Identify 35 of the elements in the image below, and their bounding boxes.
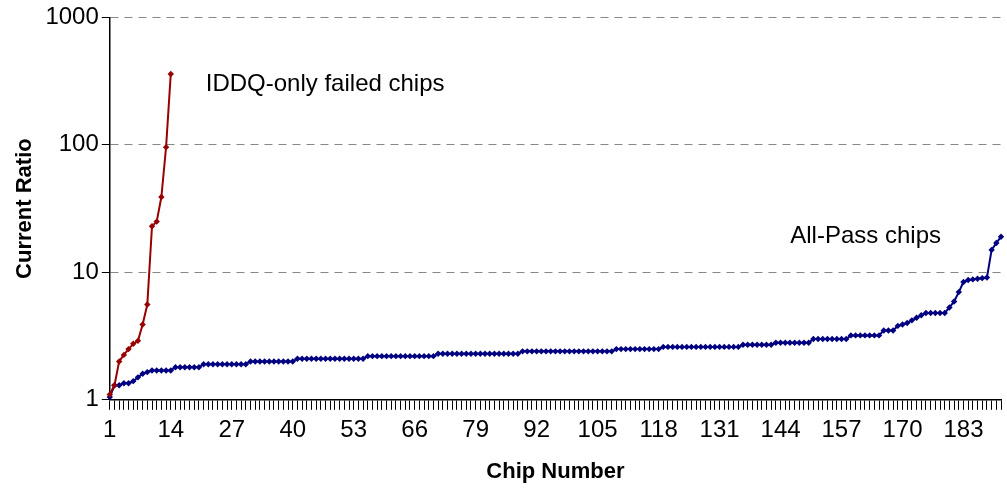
x-axis-title: Chip Number: [486, 457, 625, 483]
x-tick-label: 53: [340, 414, 368, 442]
x-tick-label: 118: [639, 414, 678, 442]
point: [153, 218, 160, 225]
point: [144, 301, 151, 308]
x-tick-label: 40: [279, 414, 307, 442]
point: [162, 143, 170, 151]
point: [130, 340, 137, 347]
point: [134, 337, 142, 345]
x-tick-label: 27: [218, 414, 246, 442]
point: [120, 351, 128, 359]
y-tick-label: 10: [72, 256, 99, 284]
point: [125, 345, 132, 353]
x-tick-label: 170: [882, 414, 923, 442]
y-tick-label: 1000: [45, 2, 99, 30]
series-label: IDDQ-only failed chips: [205, 68, 445, 96]
series-label: All-Pass chips: [790, 221, 941, 249]
point: [158, 193, 165, 201]
y-axis-title: Current Ratio: [11, 138, 37, 279]
x-tick-label: 66: [401, 414, 429, 442]
x-tick-label: 144: [760, 414, 801, 442]
y-tick-label: 100: [58, 129, 99, 157]
point: [148, 223, 156, 230]
x-tick-label: 131: [699, 414, 740, 442]
x-tick-label: 105: [577, 414, 618, 442]
point: [139, 321, 146, 328]
x-tick-label: 1: [103, 414, 117, 442]
x-tick-label: 157: [821, 414, 862, 442]
x-tick-label: 183: [943, 414, 984, 442]
point: [167, 70, 174, 78]
y-tick-label: 1: [85, 384, 99, 412]
x-tick-label: 79: [462, 414, 490, 442]
x-tick-label: 14: [157, 414, 185, 442]
point: [115, 358, 123, 365]
x-tick-label: 92: [523, 414, 550, 442]
